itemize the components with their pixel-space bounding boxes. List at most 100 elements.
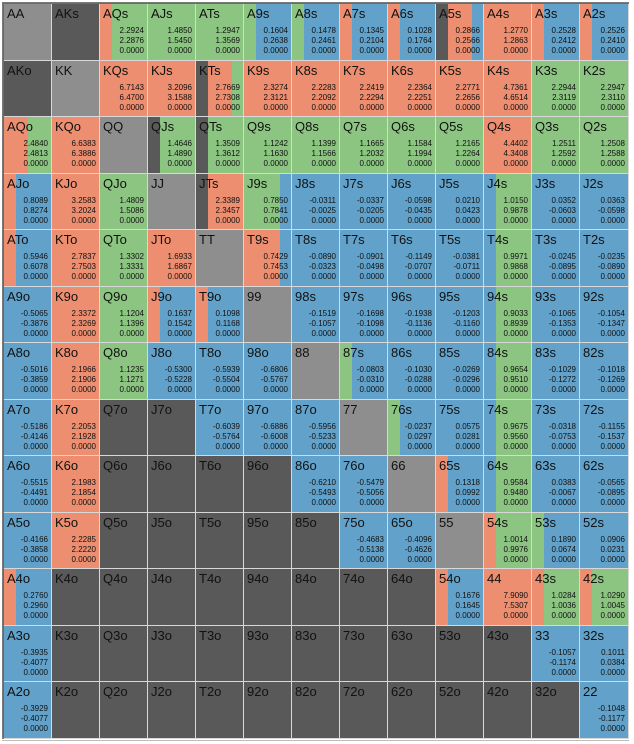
hand-cell-K6s[interactable]: K6s 2.2364 2.2251 0.0000 bbox=[388, 60, 436, 117]
hand-cell-82s[interactable]: 82s -0.1018 -0.1269 0.0000 bbox=[580, 343, 629, 400]
hand-cell-63s[interactable]: 63s 0.0383 -0.0067 0.0000 bbox=[532, 456, 580, 513]
hand-cell-T5s[interactable]: T5s -0.0381 -0.0711 0.0000 bbox=[436, 230, 484, 287]
hand-cell-J8s[interactable]: J8s -0.0311 -0.0025 0.0000 bbox=[292, 173, 340, 230]
hand-cell-52o[interactable]: 52o bbox=[436, 682, 484, 739]
hand-cell-J8o[interactable]: J8o -0.5300 -0.5228 0.0000 bbox=[148, 343, 196, 400]
hand-cell-A6s[interactable]: A6s 0.1028 0.1764 0.0000 bbox=[388, 4, 436, 61]
hand-cell-32s[interactable]: 32s 0.1011 0.0384 0.0000 bbox=[580, 625, 629, 682]
hand-cell-QQ[interactable]: QQ bbox=[100, 117, 148, 174]
hand-cell-Q5s[interactable]: Q5s 1.2165 1.2264 0.0000 bbox=[436, 117, 484, 174]
hand-cell-JJ[interactable]: JJ bbox=[148, 173, 196, 230]
hand-cell-A5s[interactable]: A5s 0.2866 0.2566 0.0000 bbox=[436, 4, 484, 61]
hand-cell-42o[interactable]: 42o bbox=[484, 682, 532, 739]
hand-cell-K5s[interactable]: K5s 2.2771 2.2656 0.0000 bbox=[436, 60, 484, 117]
hand-cell-T5o[interactable]: T5o bbox=[196, 512, 244, 569]
hand-cell-98o[interactable]: 98o -0.6806 -0.5767 0.0000 bbox=[244, 343, 292, 400]
hand-cell-JTo[interactable]: JTo 1.6933 1.6867 0.0000 bbox=[148, 230, 196, 287]
hand-cell-T4o[interactable]: T4o bbox=[196, 569, 244, 626]
hand-cell-K4s[interactable]: K4s 4.7361 4.6514 0.0000 bbox=[484, 60, 532, 117]
hand-cell-KTo[interactable]: KTo 2.7837 2.7503 0.0000 bbox=[52, 230, 100, 287]
hand-cell-ATs[interactable]: ATs 1.2947 1.3569 0.0000 bbox=[196, 4, 244, 61]
hand-cell-Q2s[interactable]: Q2s 1.2508 1.2588 0.0000 bbox=[580, 117, 629, 174]
hand-cell-T6s[interactable]: T6s -0.1149 -0.0707 0.0000 bbox=[388, 230, 436, 287]
hand-cell-J2o[interactable]: J2o bbox=[148, 682, 196, 739]
hand-cell-JTs[interactable]: JTs 2.3389 2.3457 0.0000 bbox=[196, 173, 244, 230]
hand-cell-KJs[interactable]: KJs 3.2096 3.1588 0.0000 bbox=[148, 60, 196, 117]
hand-cell-AJo[interactable]: AJo 0.8089 0.8274 0.0000 bbox=[4, 173, 52, 230]
hand-cell-K6o[interactable]: K6o 2.1983 2.1854 0.0000 bbox=[52, 456, 100, 513]
hand-cell-98s[interactable]: 98s -0.1519 -0.1057 0.0000 bbox=[292, 286, 340, 343]
hand-cell-T7o[interactable]: T7o -0.6039 -0.5764 0.0000 bbox=[196, 399, 244, 456]
hand-cell-Q5o[interactable]: Q5o bbox=[100, 512, 148, 569]
hand-cell-93s[interactable]: 93s -0.1065 -0.1353 0.0000 bbox=[532, 286, 580, 343]
hand-cell-Q9o[interactable]: Q9o 1.1204 1.1396 0.0000 bbox=[100, 286, 148, 343]
hand-cell-Q6s[interactable]: Q6s 1.1584 1.1994 0.0000 bbox=[388, 117, 436, 174]
hand-cell-J6s[interactable]: J6s -0.0598 -0.0435 0.0000 bbox=[388, 173, 436, 230]
hand-cell-A7o[interactable]: A7o -0.5186 -0.4146 0.0000 bbox=[4, 399, 52, 456]
hand-cell-72o[interactable]: 72o bbox=[340, 682, 388, 739]
hand-cell-AQo[interactable]: AQo 2.4840 2.4813 0.0000 bbox=[4, 117, 52, 174]
hand-cell-96s[interactable]: 96s -0.1938 -0.1136 0.0000 bbox=[388, 286, 436, 343]
hand-cell-K7o[interactable]: K7o 2.2053 2.1928 0.0000 bbox=[52, 399, 100, 456]
hand-cell-76o[interactable]: 76o -0.5479 -0.5056 0.0000 bbox=[340, 456, 388, 513]
hand-cell-84o[interactable]: 84o bbox=[292, 569, 340, 626]
hand-cell-84s[interactable]: 84s 0.9654 0.9510 0.0000 bbox=[484, 343, 532, 400]
hand-cell-AQs[interactable]: AQs 2.2924 2.2876 0.0000 bbox=[100, 4, 148, 61]
hand-cell-88[interactable]: 88 bbox=[292, 343, 340, 400]
hand-cell-62s[interactable]: 62s -0.0565 -0.0895 0.0000 bbox=[580, 456, 629, 513]
hand-cell-73o[interactable]: 73o bbox=[340, 625, 388, 682]
hand-cell-K8s[interactable]: K8s 2.2283 2.2092 0.0000 bbox=[292, 60, 340, 117]
hand-cell-T2s[interactable]: T2s -0.0235 -0.0890 0.0000 bbox=[580, 230, 629, 287]
hand-cell-92o[interactable]: 92o bbox=[244, 682, 292, 739]
hand-cell-A8s[interactable]: A8s 0.1478 0.2461 0.0000 bbox=[292, 4, 340, 61]
hand-cell-83s[interactable]: 83s -0.1029 -0.1272 0.0000 bbox=[532, 343, 580, 400]
hand-cell-77[interactable]: 77 bbox=[340, 399, 388, 456]
hand-cell-86o[interactable]: 86o -0.6210 -0.5493 0.0000 bbox=[292, 456, 340, 513]
hand-cell-K5o[interactable]: K5o 2.2285 2.2220 0.0000 bbox=[52, 512, 100, 569]
hand-cell-87s[interactable]: 87s -0.0803 -0.0310 0.0000 bbox=[340, 343, 388, 400]
hand-cell-T9o[interactable]: T9o 0.1098 0.1168 0.0000 bbox=[196, 286, 244, 343]
hand-cell-99[interactable]: 99 bbox=[244, 286, 292, 343]
hand-cell-33[interactable]: 33 -0.1057 -0.1174 0.0000 bbox=[532, 625, 580, 682]
hand-cell-87o[interactable]: 87o -0.5956 -0.5233 0.0000 bbox=[292, 399, 340, 456]
hand-cell-65o[interactable]: 65o -0.4096 -0.4626 0.0000 bbox=[388, 512, 436, 569]
hand-cell-A4o[interactable]: A4o 0.2760 0.2960 0.0000 bbox=[4, 569, 52, 626]
hand-cell-K2s[interactable]: K2s 2.2947 2.3110 0.0000 bbox=[580, 60, 629, 117]
hand-cell-T7s[interactable]: T7s -0.0901 -0.0498 0.0000 bbox=[340, 230, 388, 287]
hand-cell-43s[interactable]: 43s 1.0284 1.0036 0.0000 bbox=[532, 569, 580, 626]
hand-cell-62o[interactable]: 62o bbox=[388, 682, 436, 739]
hand-cell-K3s[interactable]: K3s 2.2944 2.3119 0.0000 bbox=[532, 60, 580, 117]
hand-cell-KQs[interactable]: KQs 6.7143 6.4700 0.0000 bbox=[100, 60, 148, 117]
hand-cell-J4s[interactable]: J4s 1.0150 0.9878 0.0000 bbox=[484, 173, 532, 230]
hand-cell-A3o[interactable]: A3o -0.3935 -0.4077 0.0000 bbox=[4, 625, 52, 682]
hand-cell-Q8s[interactable]: Q8s 1.1399 1.1566 0.0000 bbox=[292, 117, 340, 174]
hand-cell-64o[interactable]: 64o bbox=[388, 569, 436, 626]
hand-cell-T8o[interactable]: T8o -0.5939 -0.5504 0.0000 bbox=[196, 343, 244, 400]
hand-cell-K2o[interactable]: K2o bbox=[52, 682, 100, 739]
hand-cell-A9s[interactable]: A9s 0.1604 0.2638 0.0000 bbox=[244, 4, 292, 61]
hand-cell-92s[interactable]: 92s -0.1054 -0.1347 0.0000 bbox=[580, 286, 629, 343]
hand-cell-J3o[interactable]: J3o bbox=[148, 625, 196, 682]
hand-cell-T4s[interactable]: T4s 0.9971 0.9868 0.0000 bbox=[484, 230, 532, 287]
hand-cell-54s[interactable]: 54s 1.0014 0.9976 0.0000 bbox=[484, 512, 532, 569]
hand-cell-T3o[interactable]: T3o bbox=[196, 625, 244, 682]
hand-cell-J5o[interactable]: J5o bbox=[148, 512, 196, 569]
hand-cell-A2o[interactable]: A2o -0.3929 -0.4077 0.0000 bbox=[4, 682, 52, 739]
hand-cell-44[interactable]: 44 7.9090 7.5307 0.0000 bbox=[484, 569, 532, 626]
hand-cell-74o[interactable]: 74o bbox=[340, 569, 388, 626]
hand-cell-75o[interactable]: 75o -0.4683 -0.5138 0.0000 bbox=[340, 512, 388, 569]
hand-cell-93o[interactable]: 93o bbox=[244, 625, 292, 682]
hand-cell-Q7o[interactable]: Q7o bbox=[100, 399, 148, 456]
hand-cell-95o[interactable]: 95o bbox=[244, 512, 292, 569]
hand-cell-Q7s[interactable]: Q7s 1.1665 1.2032 0.0000 bbox=[340, 117, 388, 174]
hand-cell-J7s[interactable]: J7s -0.0337 -0.0205 0.0000 bbox=[340, 173, 388, 230]
hand-cell-A4s[interactable]: A4s 1.2770 1.2863 0.0000 bbox=[484, 4, 532, 61]
hand-cell-A6o[interactable]: A6o -0.5515 -0.4491 0.0000 bbox=[4, 456, 52, 513]
hand-cell-83o[interactable]: 83o bbox=[292, 625, 340, 682]
hand-cell-76s[interactable]: 76s -0.0237 0.0297 0.0000 bbox=[388, 399, 436, 456]
hand-cell-66[interactable]: 66 bbox=[388, 456, 436, 513]
hand-cell-Q2o[interactable]: Q2o bbox=[100, 682, 148, 739]
hand-cell-85o[interactable]: 85o bbox=[292, 512, 340, 569]
hand-cell-A2s[interactable]: A2s 0.2526 0.2410 0.0000 bbox=[580, 4, 629, 61]
hand-cell-Q6o[interactable]: Q6o bbox=[100, 456, 148, 513]
